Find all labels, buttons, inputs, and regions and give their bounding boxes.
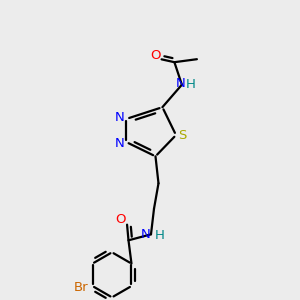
Text: O: O — [150, 49, 161, 62]
Text: H: H — [155, 229, 165, 242]
Text: S: S — [178, 129, 187, 142]
Text: N: N — [141, 228, 151, 241]
Text: N: N — [115, 111, 124, 124]
Text: O: O — [116, 213, 126, 226]
Text: N: N — [176, 77, 185, 90]
Text: Br: Br — [74, 281, 88, 294]
Text: N: N — [115, 137, 124, 150]
Text: H: H — [186, 78, 196, 91]
